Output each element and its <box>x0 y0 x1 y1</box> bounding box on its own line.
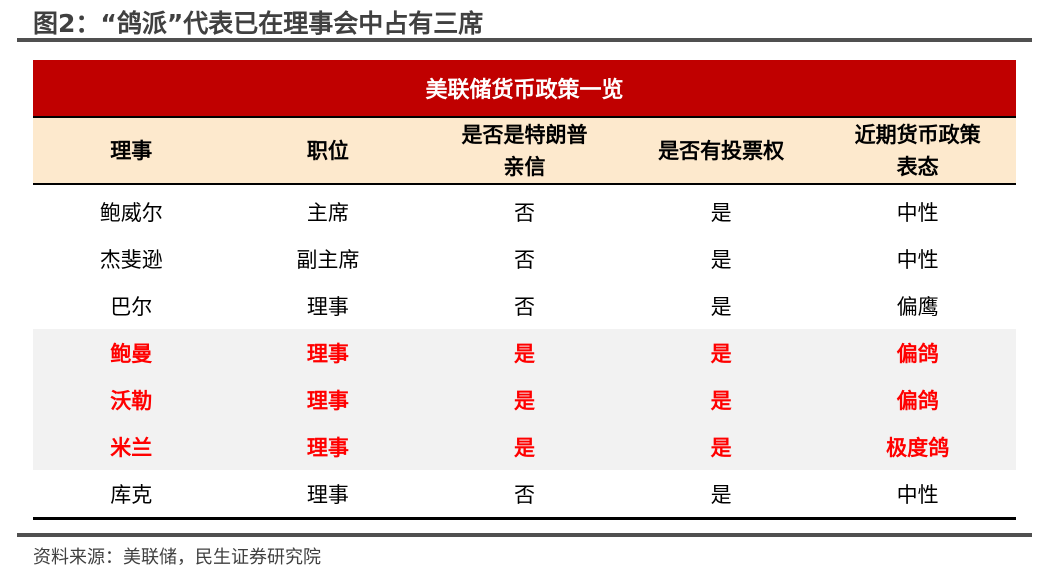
table-cell: 否 <box>513 200 535 225</box>
table-cell: 副主席 <box>296 247 360 272</box>
table-cell: 理事 <box>306 340 349 366</box>
table-row: 巴尔 理事 否 是 偏鹰 <box>33 282 1016 329</box>
table-cell: 理事 <box>306 482 349 507</box>
table-cell: 主席 <box>306 200 349 225</box>
table-cell: 鲍曼 <box>110 340 153 366</box>
table-cell: 库克 <box>110 482 153 507</box>
table-row: 杰斐逊 副主席 否 是 中性 <box>33 235 1016 282</box>
header-cell: 职位 <box>306 137 349 163</box>
table-cell: 米兰 <box>110 434 153 460</box>
header-cell: 近期货币政策 表态 <box>854 121 981 179</box>
table-cell: 是 <box>513 387 535 413</box>
table-cell: 鲍威尔 <box>99 200 163 225</box>
figure-title: 图2：“鸽派”代表已在理事会中占有三席 <box>33 9 484 38</box>
table-cell: 理事 <box>306 294 349 319</box>
source-note: 资料来源：美联储，民生证券研究院 <box>33 547 321 568</box>
table-cell: 极度鸽 <box>886 434 950 460</box>
table-cell: 是 <box>710 200 732 225</box>
table-cell: 偏鸽 <box>896 340 939 366</box>
table-cell: 否 <box>513 482 535 507</box>
table-cell: 中性 <box>896 482 939 507</box>
table-cell: 偏鸽 <box>896 387 939 413</box>
table-cell: 是 <box>710 482 732 507</box>
table-cell: 否 <box>513 294 535 319</box>
header-cell: 理事 <box>110 137 153 163</box>
table-cell: 是 <box>710 294 732 319</box>
table-cell: 是 <box>513 340 535 366</box>
table-cell: 是 <box>710 434 732 460</box>
table-row: 鲍威尔 主席 否 是 中性 <box>33 188 1016 235</box>
table-header-row: 理事 职位 是否是特朗普 亲信 是否有投票权 近期货币政策 表态 <box>33 118 1016 185</box>
top-rule <box>17 38 1032 42</box>
table-row: 鲍曼 理事 是 是 偏鸽 <box>33 329 1016 376</box>
header-cell: 是否是特朗普 亲信 <box>461 121 588 179</box>
table-row: 沃勒 理事 是 是 偏鸽 <box>33 376 1016 423</box>
table-cell: 巴尔 <box>110 294 153 319</box>
table-cell: 杰斐逊 <box>99 247 163 272</box>
table-cell: 是 <box>710 247 732 272</box>
table-cell: 偏鹰 <box>896 294 939 319</box>
table-cell: 是 <box>710 340 732 366</box>
table-cell: 理事 <box>306 434 349 460</box>
table-caption: 美联储货币政策一览 <box>33 60 1016 118</box>
table-row: 库克 理事 否 是 中性 <box>33 470 1016 517</box>
table-cell: 中性 <box>896 200 939 225</box>
policy-table: 美联储货币政策一览 理事 职位 是否是特朗普 亲信 是否有投票权 近期货币政策 表态… <box>33 60 1016 520</box>
table-bottom-rule <box>33 517 1016 520</box>
table-cell: 中性 <box>896 247 939 272</box>
table-cell: 理事 <box>306 387 349 413</box>
table-cell: 是 <box>710 387 732 413</box>
table-cell: 沃勒 <box>110 387 153 413</box>
table-row: 米兰 理事 是 是 极度鸽 <box>33 423 1016 470</box>
table-cell: 否 <box>513 247 535 272</box>
table-cell: 是 <box>513 434 535 460</box>
header-cell: 是否有投票权 <box>658 137 785 163</box>
bottom-rule <box>17 533 1032 537</box>
